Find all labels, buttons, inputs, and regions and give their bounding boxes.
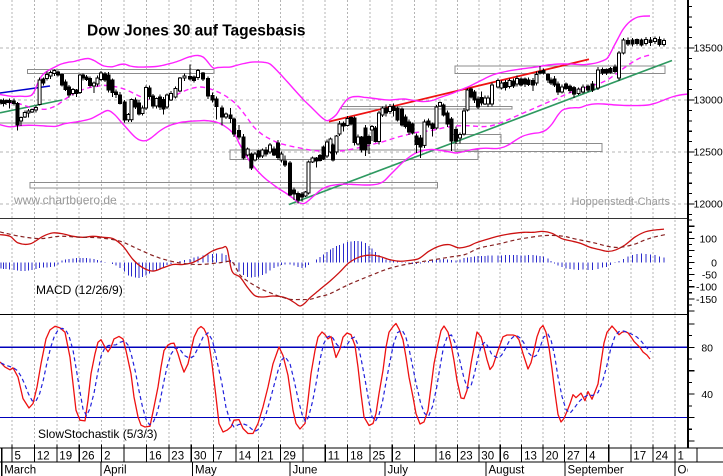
svg-text:13500: 13500 [694, 43, 723, 55]
svg-text:September: September [568, 465, 624, 476]
svg-text:7: 7 [216, 451, 222, 463]
svg-text:SlowStochastik (5/3/3): SlowStochastik (5/3/3) [38, 427, 157, 441]
svg-text:Dow Jones 30 auf Tagesbasis: Dow Jones 30 auf Tagesbasis [87, 23, 306, 40]
svg-text:29: 29 [283, 451, 296, 463]
svg-text:5: 5 [15, 451, 21, 463]
svg-text:25: 25 [372, 451, 385, 463]
svg-text:19: 19 [59, 451, 72, 463]
svg-text:27: 27 [567, 451, 580, 463]
svg-text:6: 6 [503, 451, 509, 463]
svg-text:23: 23 [460, 451, 473, 463]
svg-text:12500: 12500 [694, 147, 723, 159]
svg-text:12000: 12000 [694, 199, 723, 211]
svg-text:1: 1 [678, 451, 684, 463]
svg-text:100: 100 [699, 233, 717, 245]
svg-text:26: 26 [82, 451, 95, 463]
svg-text:14: 14 [239, 451, 252, 463]
svg-text:21: 21 [261, 451, 274, 463]
svg-text:40: 40 [701, 389, 713, 401]
svg-text:13: 13 [524, 451, 537, 463]
svg-text:12: 12 [37, 451, 50, 463]
svg-text:-50: -50 [702, 270, 717, 282]
svg-text:August: August [489, 465, 526, 476]
svg-text:-150: -150 [696, 294, 717, 306]
svg-text:11: 11 [328, 451, 340, 463]
svg-text:-100: -100 [696, 282, 717, 294]
svg-text:0: 0 [711, 258, 717, 270]
svg-text:2: 2 [395, 451, 401, 463]
svg-text:May: May [195, 465, 217, 476]
svg-text:www.chartbuero.de: www.chartbuero.de [13, 193, 117, 207]
svg-text:23: 23 [171, 451, 184, 463]
svg-text:2: 2 [104, 451, 110, 463]
svg-text:24: 24 [655, 451, 668, 463]
svg-text:16: 16 [438, 451, 451, 463]
svg-text:17: 17 [633, 451, 646, 463]
svg-text:16: 16 [149, 451, 162, 463]
svg-text:80: 80 [701, 342, 713, 354]
svg-text:MACD (12/26/9): MACD (12/26/9) [36, 283, 123, 297]
svg-text:Hoppenstedt-Charts: Hoppenstedt-Charts [572, 196, 671, 208]
svg-text:April: April [104, 465, 127, 476]
svg-text:4: 4 [589, 451, 596, 463]
svg-text:30: 30 [194, 451, 207, 463]
svg-text:20: 20 [546, 451, 559, 463]
svg-text:July: July [388, 465, 409, 476]
svg-text:June: June [293, 465, 318, 476]
svg-text:13000: 13000 [694, 95, 723, 107]
svg-text:18: 18 [350, 451, 363, 463]
svg-text:March: March [4, 465, 36, 476]
svg-text:30: 30 [481, 451, 494, 463]
